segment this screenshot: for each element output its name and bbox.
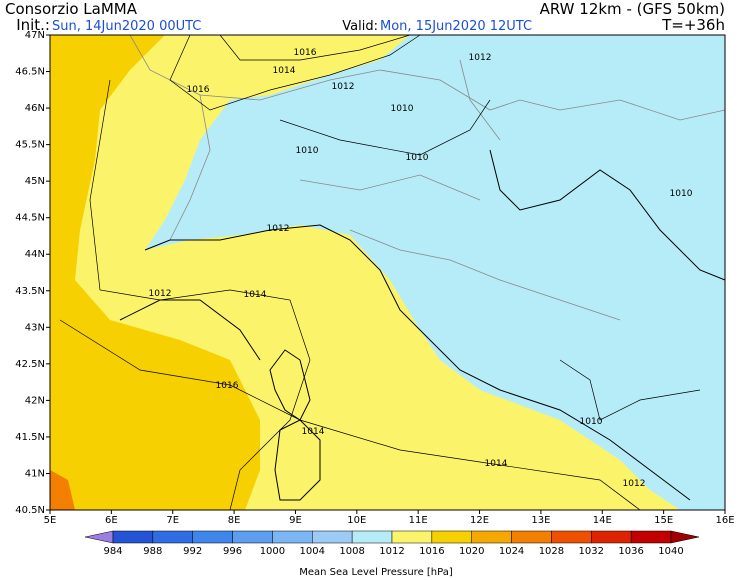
colorbar-low-end	[84, 530, 114, 544]
valid-value: Mon, 15Jun2020 12UTC	[380, 19, 532, 34]
lon-label: 10E	[347, 515, 366, 526]
colorbar-box	[471, 530, 512, 544]
model: ARW 12km - (GFS 50km)	[540, 0, 725, 18]
lat-label: 40.5N	[15, 505, 45, 516]
lon-label: 5E	[44, 515, 57, 526]
colorbar-box	[272, 530, 313, 544]
coastlines	[119, 149, 726, 501]
lon-label: 9E	[289, 515, 302, 526]
colorbar-box	[511, 530, 552, 544]
colorbar-box	[112, 530, 154, 544]
lon-label: 14E	[593, 515, 612, 526]
colorbar-box	[192, 530, 233, 544]
colorbar-label: 1024	[499, 546, 524, 557]
isobar-label: 1010	[391, 104, 414, 114]
lon-label: 11E	[409, 515, 428, 526]
lon-label: 6E	[105, 515, 118, 526]
lon-label: 12E	[470, 515, 489, 526]
colorbar-box	[551, 530, 592, 544]
colorbar-box	[312, 530, 353, 544]
lat-label: 43.5N	[15, 286, 45, 297]
isobar-label: 1010	[296, 146, 319, 156]
lon-label: 8E	[228, 515, 241, 526]
isobar-label: 1012	[623, 479, 646, 489]
lat-label: 44.5N	[15, 213, 45, 224]
colorbar-label: 1032	[579, 546, 604, 557]
title: Consorzio LaMMA	[5, 0, 138, 18]
colorbar-high-end	[670, 530, 700, 544]
colorbar-box	[391, 530, 433, 544]
lat-label: 45.5N	[15, 140, 45, 151]
isobar-label: 1016	[187, 85, 210, 95]
lon-label: 7E	[166, 515, 179, 526]
colorbar-label: 1008	[339, 546, 364, 557]
colorbar-label: 992	[183, 546, 202, 557]
lat-label: 46.5N	[15, 67, 45, 78]
colorbar-label: 1028	[539, 546, 564, 557]
colorbar-box	[591, 530, 632, 544]
valid-label: Valid:	[342, 19, 378, 34]
map-frame	[49, 34, 726, 511]
colorbar-box	[152, 530, 193, 544]
lat-label: 41N	[25, 468, 45, 479]
isobar-label: 1012	[149, 289, 172, 299]
isobar-label: 1010	[670, 189, 693, 199]
isobar-label: 1010	[580, 417, 603, 427]
map-fill	[50, 35, 725, 510]
lon-label: 15E	[654, 515, 673, 526]
isobar-label: 1014	[273, 66, 296, 76]
isobar-label: 1012	[469, 53, 492, 63]
colorbar-box	[630, 530, 672, 544]
colorbar-box	[351, 530, 393, 544]
isobar-label: 1012	[332, 82, 355, 92]
colorbar-label: 1020	[459, 546, 484, 557]
colorbar-title: Mean Sea Level Pressure [hPa]	[299, 567, 453, 578]
lat-label: 44N	[25, 249, 45, 260]
init-value: Sun, 14Jun2020 00UTC	[52, 19, 201, 34]
lon-label: 13E	[531, 515, 550, 526]
lat-label: 41.5N	[15, 432, 45, 443]
colorbar-label: 1016	[419, 546, 444, 557]
colorbar-label: 996	[223, 546, 242, 557]
lat-label: 43N	[25, 322, 45, 333]
colorbar-label: 988	[143, 546, 162, 557]
colorbar-label: 1004	[300, 546, 325, 557]
lat-label: 47N	[25, 30, 45, 41]
isobar-label: 1016	[294, 48, 317, 58]
init-label: Init.:	[16, 16, 50, 34]
colorbar-box	[232, 530, 273, 544]
borders	[129, 34, 726, 321]
lat-label: 45N	[25, 176, 45, 187]
lat-label: 46N	[25, 103, 45, 114]
colorbar-label: 1000	[260, 546, 285, 557]
isobar-label: 1014	[485, 459, 508, 469]
colorbar-label: 1012	[379, 546, 404, 557]
colorbar-label: 984	[103, 546, 122, 557]
colorbar-label: 1036	[618, 546, 643, 557]
colorbar-box	[431, 530, 472, 544]
lat-label: 42N	[25, 395, 45, 406]
isobar-label: 1010	[406, 153, 429, 163]
isobar-label: 1016	[216, 381, 239, 391]
isobars	[59, 34, 701, 511]
colorbar-label: 1040	[658, 546, 683, 557]
lat-label: 42.5N	[15, 359, 45, 370]
lon-label: 16E	[715, 515, 734, 526]
lead-time: T=+36h	[661, 16, 725, 34]
isobar-label: 1012	[267, 224, 290, 234]
isobar-label: 1014	[302, 427, 325, 437]
isobar-label: 1014	[244, 290, 267, 300]
